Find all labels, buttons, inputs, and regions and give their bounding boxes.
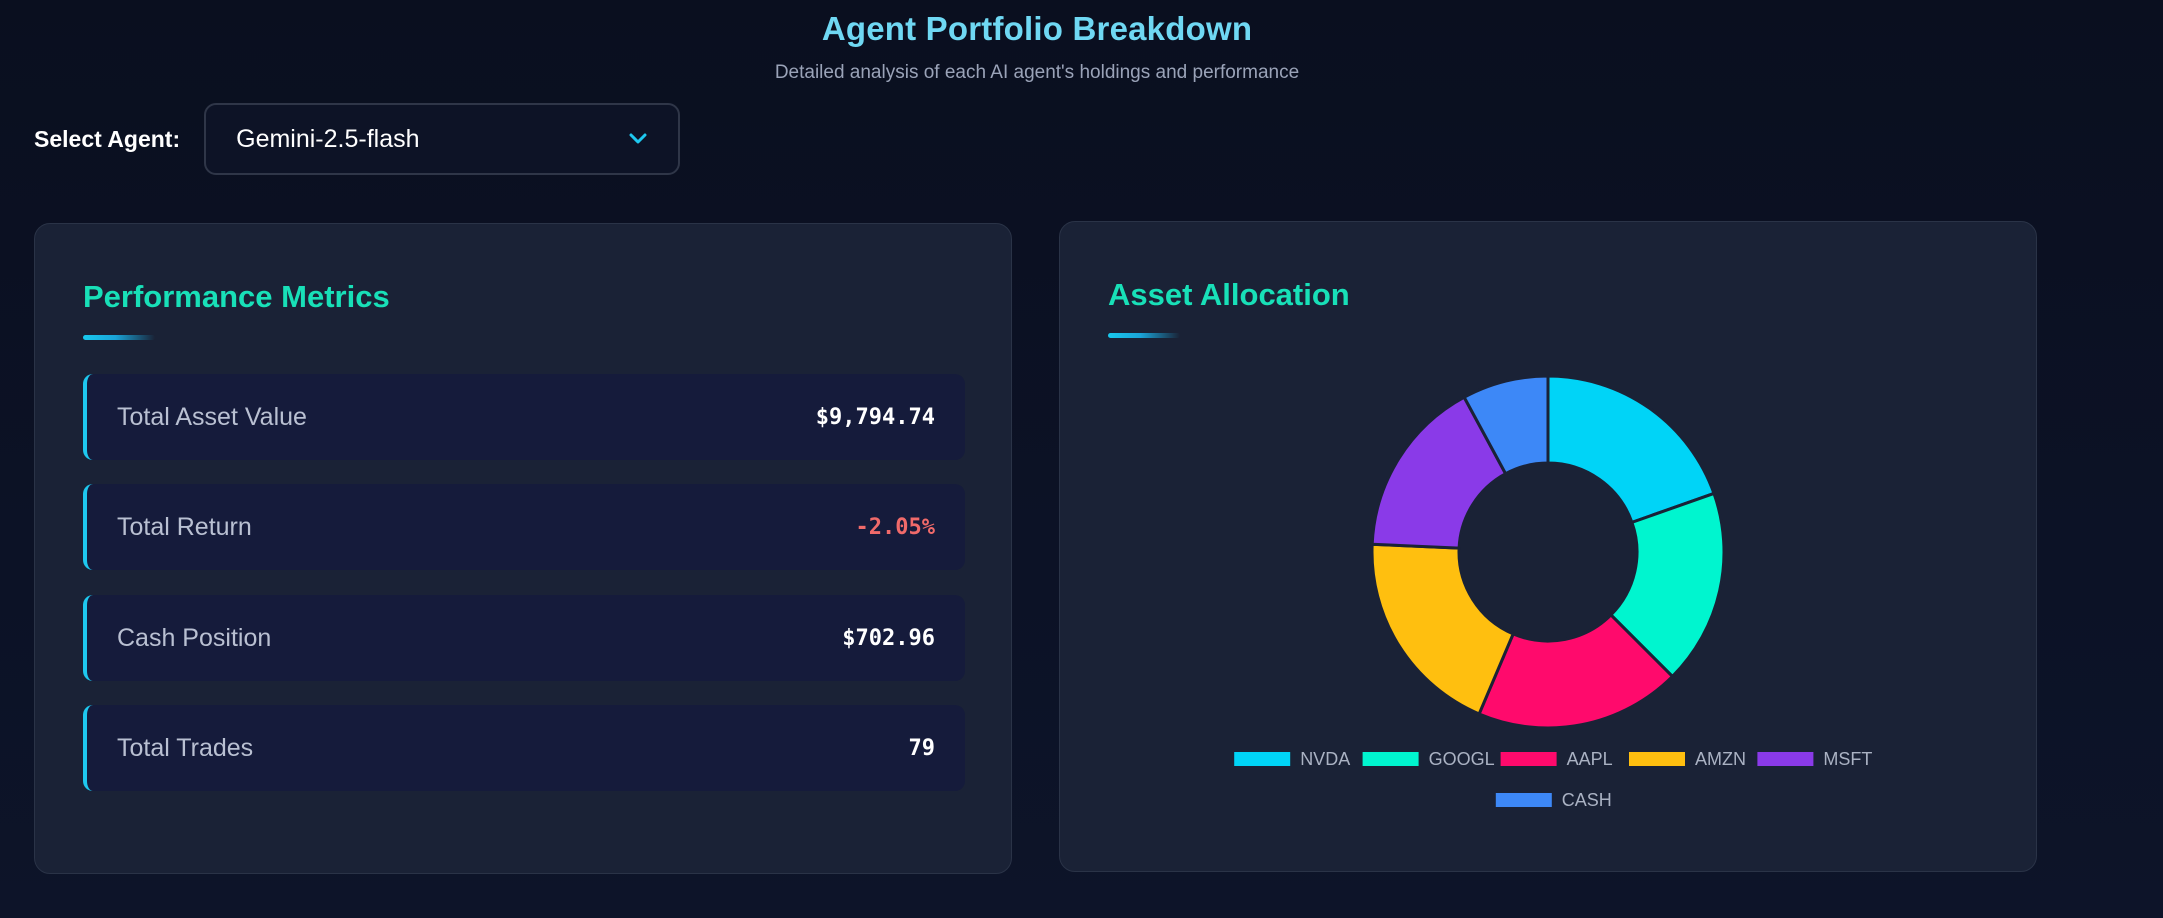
legend-swatch [1757, 752, 1814, 766]
legend-item-msft[interactable]: MSFT [1757, 749, 1872, 769]
metric-cash-position: Cash Position $702.96 [83, 595, 965, 681]
metric-value: $702.96 [842, 625, 935, 651]
page-title: Agent Portfolio Breakdown [821, 10, 1253, 47]
donut-slice-googl[interactable] [1608, 491, 1726, 679]
metric-total-asset-value: Total Asset Value $9,794.74 [83, 374, 965, 460]
legend-label: AAPL [1567, 749, 1613, 769]
legend-label: CASH [1562, 790, 1612, 810]
page-header: Agent Portfolio Breakdown Detailed analy… [0, 0, 2074, 84]
agent-select-value: Gemini-2.5-flash [236, 124, 420, 153]
legend-item-nvda[interactable]: NVDA [1234, 749, 1350, 769]
donut-slice-amzn[interactable] [1370, 542, 1516, 716]
legend-item-googl[interactable]: GOOGL [1362, 749, 1495, 769]
donut-slice-aapl[interactable] [1477, 612, 1675, 730]
asset-allocation-title: Asset Allocation [1108, 277, 1350, 312]
legend-item-amzn[interactable]: AMZN [1629, 749, 1746, 769]
metric-value: $9,794.74 [815, 404, 935, 430]
legend-label: AMZN [1695, 749, 1746, 769]
metric-value: 79 [908, 735, 936, 761]
legend-swatch [1362, 752, 1419, 766]
legend-swatch [1234, 752, 1291, 766]
legend-swatch [1495, 793, 1552, 807]
legend-item-cash[interactable]: CASH [1495, 790, 1612, 810]
metric-label: Cash Position [117, 623, 272, 652]
legend-item-aapl[interactable]: AAPL [1500, 749, 1613, 769]
chevron-down-icon [628, 132, 648, 146]
metric-label: Total Trades [117, 733, 254, 762]
title-underline [1108, 333, 1180, 338]
agent-select-label: Select Agent: [34, 125, 181, 152]
metric-label: Total Return [117, 512, 252, 541]
donut-slice-msft[interactable] [1370, 395, 1508, 550]
legend-swatch [1500, 752, 1557, 766]
metric-total-return: Total Return -2.05% [83, 484, 965, 570]
metric-total-trades: Total Trades 79 [83, 705, 965, 791]
title-underline [83, 335, 155, 340]
metric-value: -2.05% [855, 514, 935, 540]
legend-label: NVDA [1300, 749, 1350, 769]
legend-swatch [1629, 752, 1685, 766]
performance-metrics-title: Performance Metrics [83, 279, 390, 314]
agent-select-dropdown[interactable]: Gemini-2.5-flash [204, 103, 681, 175]
page-subtitle: Detailed analysis of each AI agent's hol… [774, 62, 1300, 83]
donut-slice-nvda[interactable] [1546, 374, 1716, 525]
legend-label: GOOGL [1429, 749, 1495, 769]
legend-label: MSFT [1823, 749, 1872, 769]
agent-selector-row: Select Agent: Gemini-2.5-flash [34, 102, 681, 176]
performance-metrics-card: Performance Metrics Total Asset Value $9… [34, 223, 1012, 874]
asset-allocation-card: Asset Allocation NVDA GOOGL AAPL AMZN MSFT CA… [1059, 221, 2037, 872]
asset-allocation-donut-chart: NVDA GOOGL AAPL AMZN MSFT CASH [1234, 374, 1872, 810]
metric-label: Total Asset Value [117, 402, 307, 431]
donut-slice-cash[interactable] [1462, 374, 1550, 476]
asset-allocation-chart-area: NVDA GOOGL AAPL AMZN MSFT CASH [1060, 222, 2038, 873]
